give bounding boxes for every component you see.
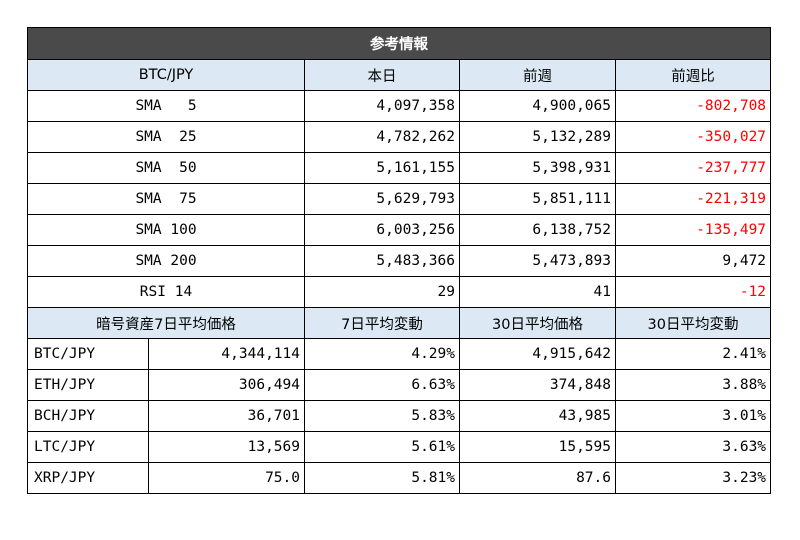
- indicator-label: SMA 5: [27, 90, 305, 122]
- avg7-value: 36,701: [148, 400, 305, 432]
- table-row: SMA 50 5,161,155 5,398,931 -237,777: [27, 152, 772, 184]
- asset-pair: BCH/JPY: [27, 400, 149, 432]
- indicator-label: SMA 25: [27, 121, 305, 153]
- avg30-value: 15,595: [459, 431, 616, 463]
- table-row: LTC/JPY 13,569 5.61% 15,595 3.63%: [27, 431, 772, 463]
- indicator-rows: SMA 5 4,097,358 4,900,065 -802,708 SMA 2…: [27, 90, 772, 308]
- indicator-label: SMA 100: [27, 214, 305, 246]
- header-7day-avg-price: 暗号資産7日平均価格: [27, 307, 305, 339]
- week-diff-value: -221,319: [614, 183, 772, 215]
- chg7-value: 5.81%: [304, 462, 460, 494]
- asset-rows: BTC/JPY 4,344,114 4.29% 4,915,642 2.41% …: [27, 338, 772, 494]
- table-row: BCH/JPY 36,701 5.83% 43,985 3.01%: [27, 400, 772, 432]
- header-30day-avg-change: 30日平均変動: [614, 307, 772, 339]
- header-today: 本日: [304, 59, 460, 91]
- table-row: XRP/JPY 75.0 5.81% 87.6 3.23%: [27, 462, 772, 494]
- today-value: 5,161,155: [304, 152, 460, 184]
- today-value: 4,097,358: [304, 90, 460, 122]
- indicator-label: RSI 14: [27, 276, 305, 308]
- table-row: SMA 100 6,003,256 6,138,752 -135,497: [27, 214, 772, 246]
- asset-header-row: 暗号資産7日平均価格 7日平均変動 30日平均価格 30日平均変動: [27, 307, 772, 339]
- avg7-value: 75.0: [148, 462, 305, 494]
- table-row: ETH/JPY 306,494 6.63% 374,848 3.88%: [27, 369, 772, 401]
- week-diff-value: 9,472: [614, 245, 772, 277]
- indicator-header-row: BTC/JPY 本日 前週 前週比: [27, 59, 772, 91]
- avg30-value: 374,848: [459, 369, 616, 401]
- table-title: 参考情報: [26, 27, 772, 60]
- prev-week-value: 5,851,111: [459, 183, 616, 215]
- header-pair: BTC/JPY: [27, 59, 305, 91]
- asset-pair: LTC/JPY: [27, 431, 149, 463]
- prev-week-value: 5,473,893: [459, 245, 616, 277]
- asset-pair: XRP/JPY: [27, 462, 149, 494]
- week-diff-value: -12: [614, 276, 772, 308]
- table-row: SMA 25 4,782,262 5,132,289 -350,027: [27, 121, 772, 153]
- prev-week-value: 4,900,065: [459, 90, 616, 122]
- prev-week-value: 41: [459, 276, 616, 308]
- today-value: 5,629,793: [304, 183, 460, 215]
- prev-week-value: 5,398,931: [459, 152, 616, 184]
- chg30-value: 3.01%: [614, 400, 772, 432]
- indicator-label: SMA 50: [27, 152, 305, 184]
- indicator-label: SMA 200: [27, 245, 305, 277]
- header-week-diff: 前週比: [614, 59, 772, 91]
- avg30-value: 4,915,642: [459, 338, 616, 370]
- today-value: 6,003,256: [304, 214, 460, 246]
- chg7-value: 4.29%: [304, 338, 460, 370]
- header-30day-avg-price: 30日平均価格: [459, 307, 616, 339]
- avg7-value: 4,344,114: [148, 338, 305, 370]
- table-row: SMA 200 5,483,366 5,473,893 9,472: [27, 245, 772, 277]
- chg30-value: 3.23%: [614, 462, 772, 494]
- week-diff-value: -802,708: [614, 90, 772, 122]
- table-row: BTC/JPY 4,344,114 4.29% 4,915,642 2.41%: [27, 338, 772, 370]
- reference-info-table: 参考情報 BTC/JPY 本日 前週 前週比 SMA 5 4,097,358 4…: [26, 27, 772, 494]
- chg7-value: 5.83%: [304, 400, 460, 432]
- chg30-value: 3.63%: [614, 431, 772, 463]
- table-row: SMA 5 4,097,358 4,900,065 -802,708: [27, 90, 772, 122]
- avg30-value: 43,985: [459, 400, 616, 432]
- chg30-value: 2.41%: [614, 338, 772, 370]
- today-value: 4,782,262: [304, 121, 460, 153]
- table-row: SMA 75 5,629,793 5,851,111 -221,319: [27, 183, 772, 215]
- header-prev-week: 前週: [459, 59, 616, 91]
- today-value: 5,483,366: [304, 245, 460, 277]
- indicator-label: SMA 75: [27, 183, 305, 215]
- asset-pair: BTC/JPY: [27, 338, 149, 370]
- week-diff-value: -350,027: [614, 121, 772, 153]
- avg30-value: 87.6: [459, 462, 616, 494]
- prev-week-value: 6,138,752: [459, 214, 616, 246]
- prev-week-value: 5,132,289: [459, 121, 616, 153]
- chg7-value: 6.63%: [304, 369, 460, 401]
- chg7-value: 5.61%: [304, 431, 460, 463]
- table-title-row: 参考情報: [26, 27, 772, 60]
- today-value: 29: [304, 276, 460, 308]
- chg30-value: 3.88%: [614, 369, 772, 401]
- week-diff-value: -135,497: [614, 214, 772, 246]
- week-diff-value: -237,777: [614, 152, 772, 184]
- table-row: RSI 14 29 41 -12: [27, 276, 772, 308]
- asset-pair: ETH/JPY: [27, 369, 149, 401]
- avg7-value: 13,569: [148, 431, 305, 463]
- header-7day-avg-change: 7日平均変動: [304, 307, 460, 339]
- avg7-value: 306,494: [148, 369, 305, 401]
